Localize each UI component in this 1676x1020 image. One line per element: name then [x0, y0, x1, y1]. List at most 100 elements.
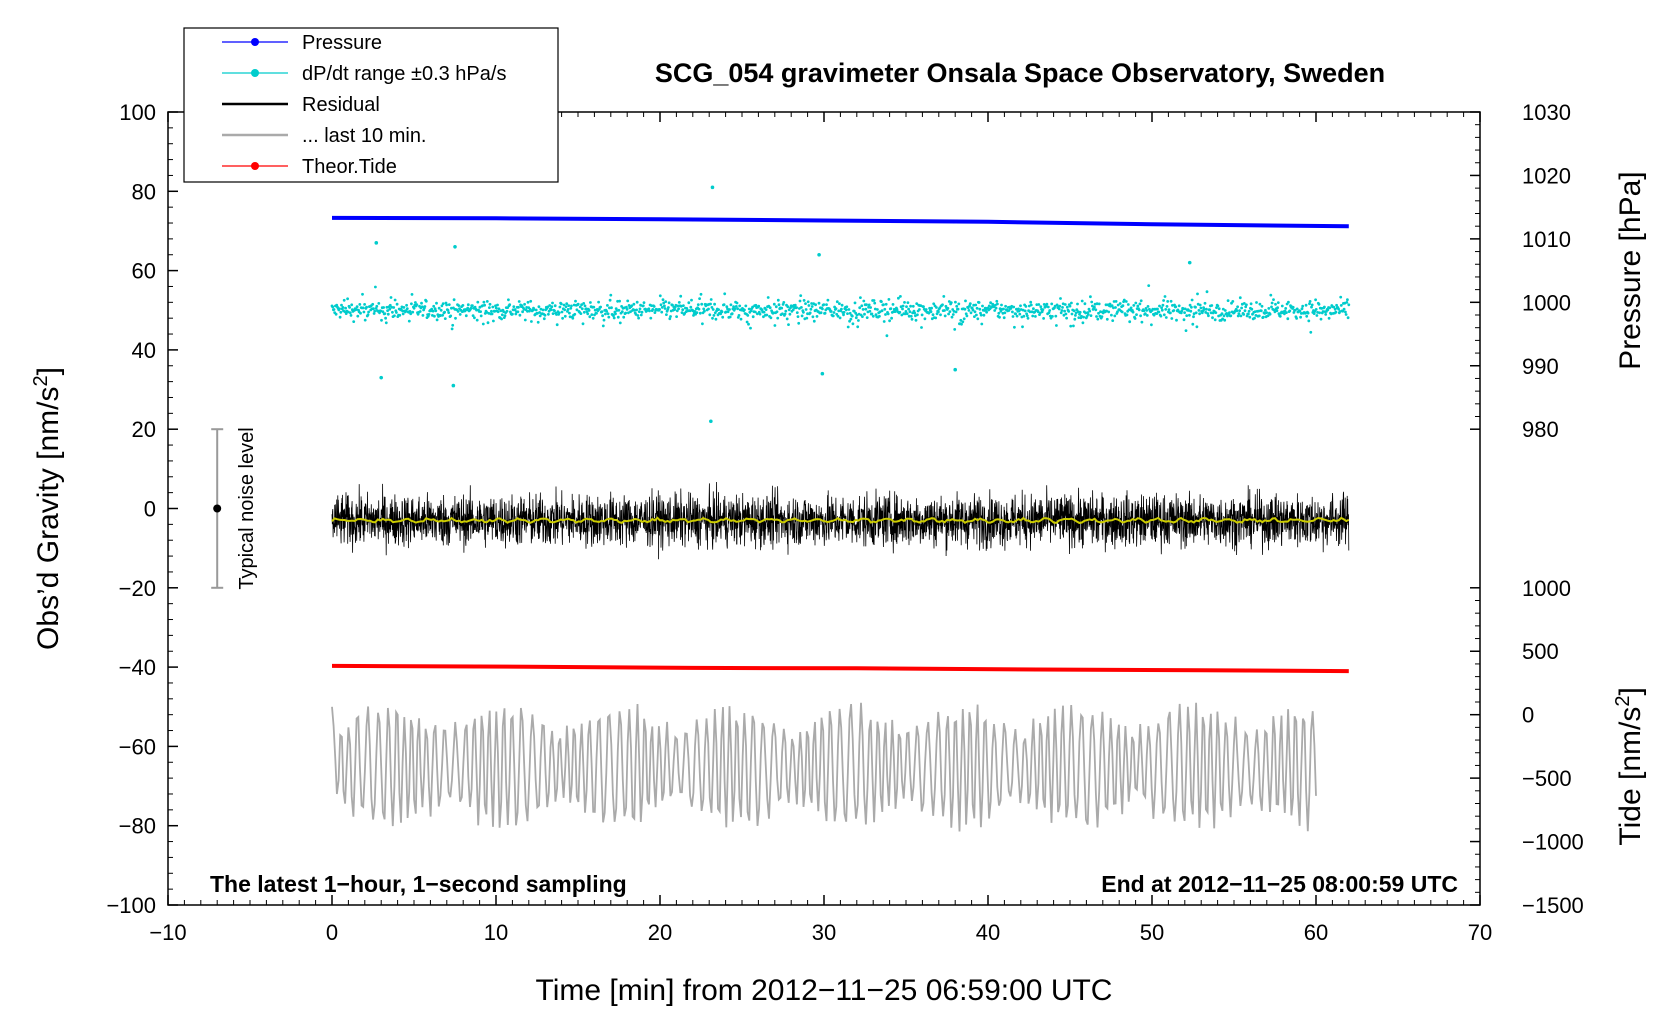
dpdt-point: [1169, 299, 1173, 303]
dpdt-point: [461, 304, 465, 307]
dpdt-point: [1172, 309, 1176, 312]
dpdt-point: [1258, 302, 1262, 306]
dpdt-point: [496, 303, 499, 307]
dpdt-point: [1175, 318, 1178, 322]
x-tick-label: 60: [1304, 920, 1328, 945]
dpdt-point: [676, 304, 680, 308]
dpdt-point: [1112, 306, 1115, 310]
dpdt-point: [624, 311, 628, 315]
dpdt-point: [339, 310, 343, 314]
dpdt-point: [871, 314, 875, 318]
dpdt-point: [530, 320, 533, 323]
dpdt-point: [931, 313, 935, 317]
dpdt-point: [660, 310, 664, 314]
dpdt-point: [578, 305, 582, 309]
dpdt-point: [580, 307, 584, 311]
dpdt-point: [1192, 315, 1195, 319]
dpdt-point: [1276, 301, 1280, 304]
dpdt-point: [532, 308, 536, 311]
dpdt-point: [885, 334, 889, 338]
y-tick-label: −40: [119, 655, 156, 680]
dpdt-point: [549, 308, 553, 312]
dpdt-point: [663, 307, 667, 310]
dpdt-point: [814, 303, 817, 307]
legend-label: ... last 10 min.: [302, 125, 427, 147]
dpdt-point: [747, 322, 750, 326]
dpdt-point: [371, 302, 375, 306]
dpdt-point: [601, 324, 605, 328]
dpdt-point: [1157, 310, 1161, 314]
annotation-end-time: End at 2012−11−25 08:00:59 UTC: [1101, 871, 1458, 897]
y-tick-label: −60: [119, 734, 156, 759]
dpdt-point: [1228, 311, 1231, 314]
dpdt-point: [1265, 311, 1269, 314]
dpdt-point: [1347, 303, 1351, 307]
dpdt-point: [514, 312, 518, 316]
dpdt-point: [772, 311, 775, 315]
dpdt-point: [559, 302, 563, 306]
dpdt-point: [802, 299, 806, 302]
dpdt-point: [349, 314, 353, 317]
dpdt-point: [822, 303, 826, 306]
dpdt-point: [978, 307, 982, 311]
dpdt-point: [344, 312, 348, 315]
dpdt-point: [1217, 307, 1221, 311]
dpdt-point: [1203, 301, 1207, 305]
dpdt-point: [1069, 324, 1073, 328]
tide-tick-label: 500: [1522, 639, 1559, 664]
dpdt-point: [404, 309, 408, 313]
dpdt-point: [1342, 307, 1346, 311]
dpdt-point: [947, 312, 950, 316]
dpdt-point: [542, 317, 546, 321]
dpdt-point: [1239, 314, 1243, 318]
dpdt-point: [490, 309, 493, 313]
dpdt-point: [1299, 312, 1303, 315]
dpdt-outlier-point: [1187, 260, 1192, 265]
dpdt-point: [1314, 298, 1317, 302]
dpdt-point: [1236, 314, 1240, 318]
dpdt-point: [862, 299, 866, 303]
dpdt-point: [609, 293, 613, 297]
y-tick-label: 40: [132, 338, 156, 363]
dpdt-point: [1315, 314, 1319, 317]
dpdt-point: [625, 308, 629, 311]
dpdt-point: [910, 317, 914, 321]
dpdt-point: [1040, 310, 1044, 314]
dpdt-point: [840, 303, 844, 307]
dpdt-point: [1164, 308, 1168, 311]
dpdt-point: [1135, 313, 1138, 316]
legend-label: dP/dt range ±0.3 hPa/s: [302, 63, 506, 85]
dpdt-point: [1037, 303, 1041, 306]
dpdt-point: [998, 315, 1001, 319]
dpdt-point: [355, 308, 358, 311]
dpdt-point: [1205, 307, 1208, 311]
dpdt-point: [490, 312, 494, 316]
dpdt-point: [1107, 310, 1111, 314]
dpdt-point: [1151, 307, 1155, 311]
dpdt-point: [476, 300, 480, 304]
dpdt-point: [1064, 312, 1068, 316]
dpdt-point: [1346, 298, 1349, 302]
dpdt-point: [665, 313, 668, 316]
pressure-tick-label: 980: [1522, 417, 1559, 442]
dpdt-point: [1004, 304, 1007, 308]
dpdt-point: [785, 317, 789, 321]
dpdt-point: [446, 308, 450, 312]
dpdt-point: [612, 314, 615, 318]
dpdt-point: [903, 301, 906, 304]
dpdt-point: [1237, 312, 1241, 316]
dpdt-point: [749, 309, 753, 313]
dpdt-point: [968, 304, 971, 308]
dpdt-point: [653, 311, 657, 314]
series-residual-line: [331, 481, 1350, 560]
dpdt-point: [838, 316, 842, 320]
dpdt-point: [451, 323, 455, 327]
dpdt-point: [787, 308, 791, 312]
dpdt-point: [1072, 309, 1076, 313]
dpdt-point: [393, 298, 397, 302]
dpdt-point: [886, 312, 890, 316]
dpdt-point: [675, 309, 679, 313]
legend: Pressure dP/dt range ±0.3 hPa/s Residual..…: [183, 27, 559, 183]
dpdt-point: [804, 308, 808, 311]
pressure-tick-label: 1000: [1522, 290, 1571, 315]
